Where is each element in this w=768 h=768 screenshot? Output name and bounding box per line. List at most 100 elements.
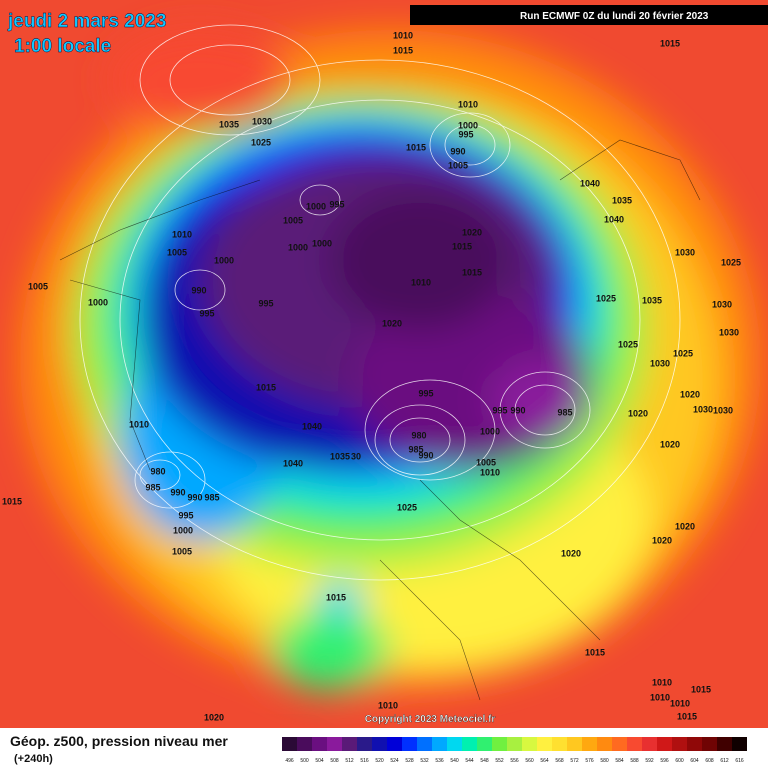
- isobar-label: 1000: [312, 238, 332, 248]
- isobar-label: 1000: [306, 201, 326, 211]
- scale-swatch: [357, 737, 372, 751]
- scale-label: 512: [345, 758, 354, 764]
- isobar-label: 1020: [561, 548, 581, 558]
- scale-swatch: [327, 737, 342, 751]
- scale-label: 592: [645, 758, 654, 764]
- scale-label: 496: [285, 758, 294, 764]
- isobar-label: 1005: [172, 546, 192, 556]
- isobar-label: 1010: [378, 700, 398, 710]
- scale-label: 508: [330, 758, 339, 764]
- isobar-label: 990: [170, 487, 185, 497]
- isobar-label: 1015: [660, 38, 680, 48]
- isobar-label: 1020: [382, 318, 402, 328]
- isobar-label: 1020: [680, 389, 700, 399]
- scale-label: 532: [420, 758, 429, 764]
- isobar-label: 1010: [652, 677, 672, 687]
- isobar-label: 1025: [618, 339, 638, 349]
- isobar-label: 1015: [326, 592, 346, 602]
- scale-swatch: [522, 737, 537, 751]
- scale-swatch: [387, 737, 402, 751]
- isobar-label: 1025: [397, 502, 417, 512]
- isobar-label: 980: [411, 430, 426, 440]
- scale-label: 556: [510, 758, 519, 764]
- isobar-label: 1025: [673, 348, 693, 358]
- scale-swatch: [627, 737, 642, 751]
- isobar-label: 1020: [628, 408, 648, 418]
- scale-label: 616: [735, 758, 744, 764]
- scale-swatch: [672, 737, 687, 751]
- isobar-label: 1040: [580, 178, 600, 188]
- scale-label: 540: [450, 758, 459, 764]
- isobar-label: 1030: [650, 358, 670, 368]
- scale-label: 552: [495, 758, 504, 764]
- scale-label: 516: [360, 758, 369, 764]
- isobar-label: 1005: [167, 247, 187, 257]
- isobar-label: 985: [145, 482, 160, 492]
- isobar-label: 1000: [480, 426, 500, 436]
- isobar-label: 1010: [480, 467, 500, 477]
- scale-swatch: [372, 737, 387, 751]
- scale-label: 544: [465, 758, 474, 764]
- isobar-label: 1010: [393, 30, 413, 40]
- color-scale: 496 500 504 508 512 516 520 524 528 532 536 540 544 5…: [282, 737, 747, 764]
- isobar-label: 1000: [288, 242, 308, 252]
- scale-swatch: [342, 737, 357, 751]
- isobar-label: 1040: [283, 458, 303, 468]
- isobar-label: 1030: [719, 327, 739, 337]
- scale-swatch: [567, 737, 582, 751]
- isobar-label: 985: [204, 492, 219, 502]
- isobar-label: 990: [450, 146, 465, 156]
- scale-label: 604: [690, 758, 699, 764]
- scale-label: 524: [390, 758, 399, 764]
- scale-swatch: [507, 737, 522, 751]
- isobar-label: 1025: [251, 137, 271, 147]
- isobar-label: 1000: [214, 255, 234, 265]
- isobar-label: 990: [418, 450, 433, 460]
- run-banner: [410, 5, 768, 25]
- isobar-label: 1030: [675, 247, 695, 257]
- isobar-label: 1030: [713, 405, 733, 415]
- isobar-label: 1025: [721, 257, 741, 267]
- isobar-label: 1015: [691, 684, 711, 694]
- scale-swatch: [612, 737, 627, 751]
- isobar-label: 1010: [650, 692, 670, 702]
- field: [0, 0, 768, 728]
- isobar-label: 1030: [712, 299, 732, 309]
- scale-swatch: [552, 737, 567, 751]
- isobar-label: 1015: [256, 382, 276, 392]
- scale-label: 520: [375, 758, 384, 764]
- copyright: Copyright 2023 Meteociel.fr: [365, 714, 496, 725]
- scale-label: 536: [435, 758, 444, 764]
- isobar-label: 995: [418, 388, 433, 398]
- isobar-label: 1010: [458, 99, 478, 109]
- isobar-label: 1000: [88, 297, 108, 307]
- isobar-label: 990: [187, 492, 202, 502]
- scale-swatch: [702, 737, 717, 751]
- scale-swatch: [492, 737, 507, 751]
- isobar-label: 980: [150, 466, 165, 476]
- scale-swatch: [657, 737, 672, 751]
- isobar-label: 1005: [476, 457, 496, 467]
- isobar-label: 1020: [462, 227, 482, 237]
- scale-swatch: [417, 737, 432, 751]
- scale-swatch: [717, 737, 732, 751]
- isobar-label: 995: [258, 298, 273, 308]
- isobar-label: 1005: [28, 281, 48, 291]
- isobar-label: 990: [191, 285, 206, 295]
- scale-label: 504: [315, 758, 324, 764]
- legend-title: Géop. z500, pression niveau mer: [10, 733, 228, 749]
- isobar-label: 1010: [172, 229, 192, 239]
- isobar-label: 1030: [693, 404, 713, 414]
- isobar-label: 1015: [406, 142, 426, 152]
- isobar-label: 985: [408, 444, 423, 454]
- scale-swatch: [312, 737, 327, 751]
- isobar-label: 1010: [129, 419, 149, 429]
- scale-swatch: [462, 737, 477, 751]
- isobar-label: 30: [351, 451, 361, 461]
- isobar-label: 1015: [677, 711, 697, 721]
- scale-swatch: [732, 737, 747, 751]
- isobar-label: 1040: [302, 421, 322, 431]
- isobar-label: 1000: [173, 525, 193, 535]
